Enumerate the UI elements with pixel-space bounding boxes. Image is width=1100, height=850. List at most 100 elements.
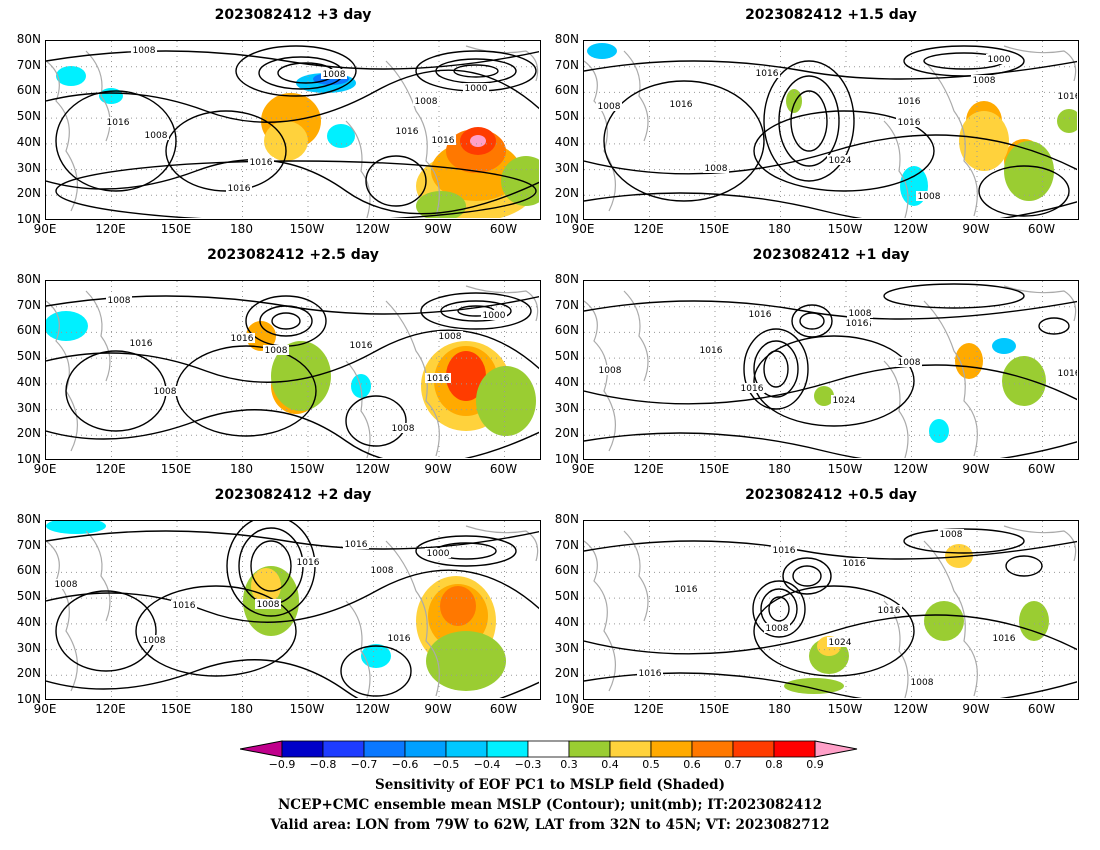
sensitivity-shading: [1002, 356, 1046, 406]
latitude-tick-label: 50N: [554, 349, 579, 364]
sensitivity-shading: [440, 586, 476, 626]
coastline: [584, 540, 617, 692]
latitude-tick-label: 70N: [554, 57, 579, 72]
contour-label: 1008: [265, 346, 288, 356]
map-panel: 1008101610081016101610161008102410161016: [583, 280, 1079, 460]
contour-label: 1016: [427, 374, 450, 384]
colorbar-segment: [404, 740, 447, 758]
mslp-contour: [883, 283, 1025, 309]
contour-label: 1016: [846, 319, 869, 329]
contour-label: 1016: [878, 606, 901, 616]
contour-label: 1008: [154, 387, 177, 397]
latitude-tick-label: 50N: [16, 589, 41, 604]
mslp-contour: [46, 159, 539, 215]
sensitivity-shading: [814, 386, 834, 406]
latitude-tick-label: 20N: [16, 186, 41, 201]
footer-line-3: Valid area: LON from 79W to 62W, LAT fro…: [270, 817, 830, 833]
footer-line-1: Sensitivity of EOF PC1 to MSLP field (Sh…: [374, 777, 726, 793]
longitude-tick-label: 120W: [893, 462, 928, 476]
contour-label: 1016: [898, 118, 921, 128]
sensitivity-shading: [327, 124, 355, 148]
mslp-contour: [792, 565, 822, 587]
contour-label: 1016: [231, 334, 254, 344]
contour-label: 1016: [350, 341, 373, 351]
colorbar-segment: [363, 740, 406, 758]
contour-label: 1016: [700, 346, 723, 356]
colorbar-tick-label: 0.7: [724, 758, 742, 771]
colorbar-segment: [486, 740, 529, 758]
longitude-tick-label: 90E: [33, 222, 57, 236]
colorbar-min-arrow: [240, 740, 283, 758]
panel-title: 2023082412 +2 day: [214, 487, 372, 503]
coastline: [85, 530, 111, 622]
latitude-tick-label: 60N: [16, 83, 41, 98]
colorbar-graphic: [240, 740, 858, 758]
coastline: [623, 50, 649, 142]
contour-label: 1008: [257, 600, 280, 610]
latitude-tick-label: 60N: [16, 323, 41, 338]
latitude-tick-label: 70N: [16, 57, 41, 72]
sensitivity-shading: [959, 111, 1009, 171]
latitude-tick-label: 80N: [16, 32, 41, 46]
mslp-contour: [259, 305, 313, 337]
longitude-tick-label: 90E: [33, 462, 57, 476]
coastline: [923, 540, 978, 697]
latitude-tick-label: 30N: [16, 160, 41, 175]
latitude-tick-label: 80N: [554, 272, 579, 286]
colorbar-tick-label: −0.8: [309, 758, 337, 771]
colorbar-tick-label: −0.5: [432, 758, 460, 771]
latitude-tick-label: 80N: [554, 512, 579, 526]
map-plot: 1008 1016 1016 1016 1016 1008 1024 1016 1008 1016: [584, 521, 1077, 698]
contour-label: 1016: [993, 634, 1016, 644]
longitude-tick-label: 90W: [962, 222, 990, 236]
contour-label: 1008: [918, 192, 941, 202]
mslp-contour: [415, 535, 517, 567]
longitude-tick-label: 90W: [962, 702, 990, 716]
latitude-tick-label: 60N: [554, 83, 579, 98]
sensitivity-shading: [476, 366, 536, 436]
contour-label: 1008: [143, 636, 166, 646]
sensitivity-shading: [426, 631, 506, 691]
latitude-tick-label: 20N: [554, 186, 579, 201]
colorbar-tick-label: 0.3: [560, 758, 578, 771]
sensitivity-shading: [264, 121, 308, 161]
mslp-contour: [752, 580, 806, 638]
mslp-contour: [790, 90, 828, 152]
coastline: [923, 60, 978, 217]
contour-label: 1008: [371, 566, 394, 576]
colorbar-tick-label: 0.6: [683, 758, 701, 771]
contour-label: 1016: [675, 585, 698, 595]
coastline: [1003, 45, 1077, 82]
colorbar-segment: [732, 740, 775, 758]
longitude-tick-label: 120W: [355, 702, 390, 716]
contour-label: 1000: [427, 549, 450, 559]
longitude-tick-label: 90W: [424, 702, 452, 716]
contour-label: 1008: [940, 530, 963, 540]
latitude-tick-label: 70N: [16, 297, 41, 312]
contour-label: 1008: [439, 332, 462, 342]
contour-label: 1016: [639, 669, 662, 679]
longitude-tick-label: 60W: [489, 702, 518, 716]
coastline: [623, 530, 649, 622]
contour-label: 1024: [829, 156, 852, 166]
longitude-tick-label: 180: [230, 702, 253, 716]
mslp-contour: [782, 557, 832, 595]
contour-label: 1016: [843, 559, 866, 569]
latitude-tick-label: 10N: [554, 452, 579, 466]
contour-label: 1016: [130, 339, 153, 349]
longitude-tick-label: 60W: [1027, 462, 1056, 476]
sensitivity-shading: [587, 43, 617, 59]
coastline: [584, 60, 617, 212]
sensitivity-shading: [929, 419, 949, 443]
sensitivity-shading: [992, 338, 1016, 354]
contour-label: 1008: [911, 678, 934, 688]
contour-label: 1008: [849, 309, 872, 319]
mslp-contour: [135, 585, 297, 677]
sensitivity-shading: [955, 343, 983, 379]
coastline: [623, 290, 649, 382]
mslp-contour: [584, 192, 1077, 218]
map-plot: 1016 1000 1008 1016 1008 1016 1008 1016 1008: [46, 521, 539, 698]
longitude-tick-label: 90E: [571, 462, 595, 476]
latitude-tick-label: 60N: [554, 323, 579, 338]
latitude-tick-label: 10N: [16, 212, 41, 226]
